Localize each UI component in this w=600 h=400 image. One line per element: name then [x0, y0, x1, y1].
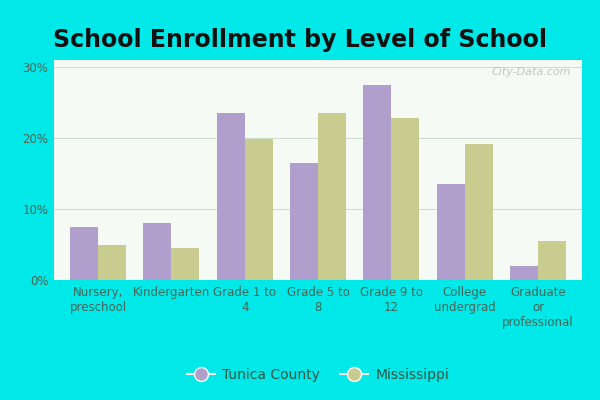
- Bar: [510, 266, 538, 280]
- Bar: [217, 113, 245, 280]
- Bar: [70, 227, 98, 280]
- Bar: [143, 223, 172, 280]
- Bar: [437, 184, 464, 280]
- Bar: [318, 113, 346, 280]
- Bar: [245, 140, 272, 280]
- Bar: [98, 244, 126, 280]
- Bar: [172, 248, 199, 280]
- Bar: [290, 163, 318, 280]
- Bar: [391, 118, 419, 280]
- Text: School Enrollment by Level of School: School Enrollment by Level of School: [53, 28, 547, 52]
- Bar: [364, 85, 391, 280]
- Text: City-Data.com: City-Data.com: [492, 67, 571, 77]
- Bar: [538, 241, 566, 280]
- Bar: [464, 144, 493, 280]
- Legend: Tunica County, Mississippi: Tunica County, Mississippi: [181, 362, 455, 388]
